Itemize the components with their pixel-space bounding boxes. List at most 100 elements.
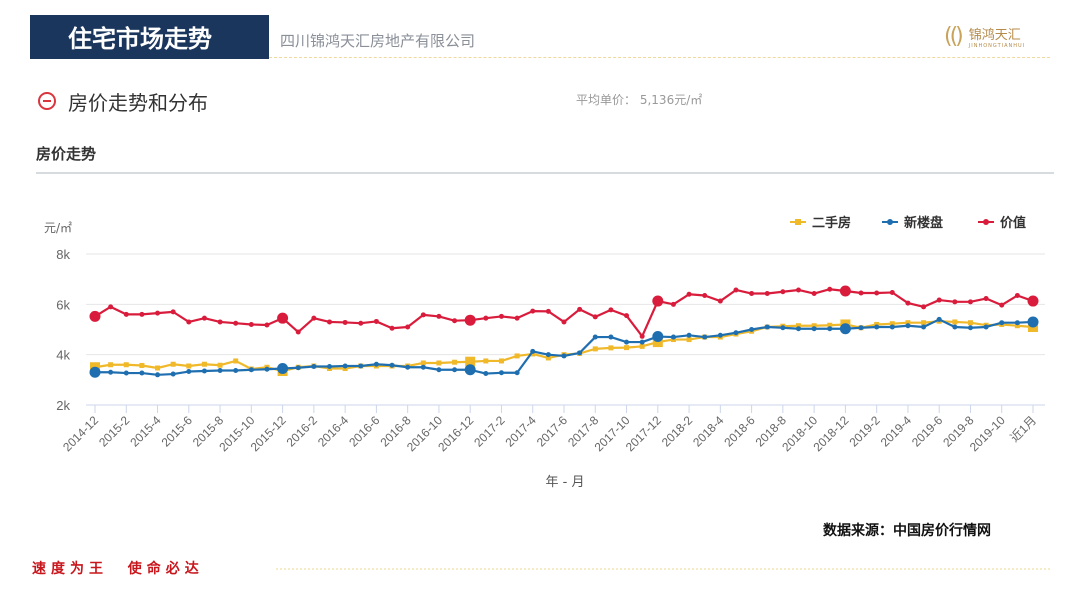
data-point (452, 359, 458, 365)
data-point (686, 332, 692, 338)
data-point (905, 300, 911, 306)
data-point (827, 326, 833, 332)
page-title: 住宅市场走势 (68, 25, 212, 53)
x-tick-label: 2015-12 (248, 413, 289, 454)
data-point (670, 334, 676, 340)
data-point (717, 298, 723, 304)
data-point (217, 368, 223, 374)
data-point (155, 372, 161, 378)
data-point (89, 310, 101, 322)
x-tick-label: 2014-12 (60, 413, 101, 454)
data-point (749, 291, 755, 297)
data-point (123, 311, 129, 317)
avg-value: 5,136元/㎡ (639, 93, 703, 107)
data-point (811, 323, 817, 329)
data-point (780, 289, 786, 295)
legend-marker (795, 219, 801, 225)
data-point (311, 363, 317, 369)
y-tick-label: 8k (56, 247, 70, 262)
data-point (170, 371, 176, 377)
data-point (999, 320, 1005, 326)
data-point (342, 363, 348, 369)
data-point (358, 320, 364, 326)
x-tick-label: 2015-4 (127, 413, 164, 450)
data-point (436, 367, 442, 373)
data-point (464, 314, 476, 326)
data-point (186, 369, 192, 375)
data-point (530, 351, 536, 357)
data-point (889, 321, 895, 327)
data-point (749, 327, 755, 332)
data-point (874, 324, 880, 330)
data-point (967, 325, 973, 331)
section-title: 房价走势和分布 (68, 91, 208, 115)
x-tick-label: 2019-6 (909, 413, 946, 450)
data-point (889, 290, 895, 296)
data-point (702, 334, 708, 340)
data-point (1027, 316, 1039, 328)
y-tick-label: 6k (56, 297, 70, 312)
data-point (983, 296, 989, 302)
data-point (233, 358, 239, 364)
legend-marker (983, 219, 989, 225)
data-point (889, 324, 895, 330)
data-point (967, 299, 973, 305)
data-point (967, 320, 973, 326)
data-point (170, 309, 176, 315)
data-point (389, 325, 395, 331)
data-point (874, 290, 880, 296)
data-point (545, 355, 551, 361)
x-tick-label: 2017-6 (534, 413, 571, 450)
data-point (561, 353, 567, 359)
data-point (295, 329, 301, 335)
data-point (545, 308, 551, 314)
data-point (498, 313, 504, 319)
logo-cn: 锦鸿天汇 (968, 28, 1021, 43)
data-point (201, 368, 207, 374)
y-tick-label: 4k (56, 348, 70, 363)
data-point (921, 324, 927, 330)
data-point (652, 331, 664, 343)
data-point (733, 330, 739, 336)
x-tick-label: 2019-4 (878, 413, 915, 450)
data-point (1014, 293, 1020, 299)
data-point (624, 345, 630, 351)
data-point (295, 365, 301, 371)
data-point (248, 367, 254, 373)
data-point (592, 346, 598, 352)
x-tick-label: 2019-10 (967, 413, 1008, 454)
data-point (733, 287, 739, 293)
data-point (652, 337, 663, 348)
data-point (420, 312, 426, 318)
legend-marker (887, 219, 893, 225)
collapse-icon[interactable] (38, 92, 56, 110)
data-point (139, 311, 145, 317)
data-point (373, 318, 379, 324)
data-point (264, 366, 270, 372)
legend-label: 新楼盘 (904, 215, 943, 231)
legend-label: 二手房 (812, 215, 851, 231)
x-tick-label: 2016-6 (346, 413, 383, 450)
data-point (796, 326, 801, 332)
data-point (170, 361, 176, 367)
x-tick-label: 2017-12 (623, 413, 664, 454)
data-point (483, 315, 489, 321)
data-point (186, 319, 192, 325)
data-point (811, 291, 817, 297)
data-point (201, 315, 207, 321)
data-point (999, 302, 1005, 308)
data-point (155, 310, 161, 316)
data-point (608, 334, 614, 340)
data-point (248, 321, 254, 327)
x-tick-label: 2016-4 (315, 413, 352, 450)
data-point (405, 324, 411, 330)
data-point (155, 365, 161, 371)
data-point (702, 293, 708, 299)
x-tick-label: 近1月 (1008, 413, 1040, 445)
data-point (839, 323, 851, 335)
title-banner (30, 15, 269, 59)
data-point (764, 291, 770, 297)
data-point (108, 362, 114, 368)
footer-divider (276, 568, 1050, 570)
